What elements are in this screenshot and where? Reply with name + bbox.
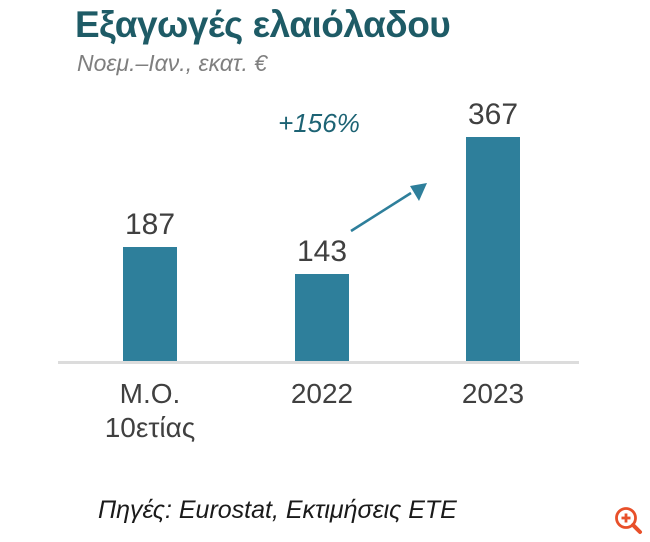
bar-group-avg-decade: 187 <box>80 90 220 361</box>
growth-annotation: +156% <box>278 108 360 138</box>
bar-2023 <box>466 137 520 361</box>
chart-subtitle: Νοεμ.–Ιαν., εκατ. € <box>77 50 268 76</box>
bar-2022 <box>295 274 349 361</box>
bar-group-2023: 367 <box>423 90 563 361</box>
zoom-in-icon[interactable] <box>608 501 646 539</box>
growth-arrow-icon <box>343 176 439 245</box>
chart-title: Εξαγωγές ελαιόλαδου <box>75 4 451 45</box>
source-note: Πηγές: Eurostat, Εκτιμήσεις ΕΤΕ <box>98 496 457 524</box>
x-axis-label-2023: 2023 <box>461 378 525 409</box>
bar-value-label: 367 <box>467 98 519 131</box>
bar-avg-decade <box>123 247 177 361</box>
x-axis-label-2022: 2022 <box>290 378 354 409</box>
x-axis-label-avg-decade: Μ.Ο. 10ετίας <box>104 378 196 444</box>
x-axis-line <box>58 361 579 364</box>
bar-value-label: 143 <box>296 235 348 268</box>
bar-value-label: 187 <box>124 208 176 241</box>
bar-group-2022: 143 <box>252 90 392 361</box>
